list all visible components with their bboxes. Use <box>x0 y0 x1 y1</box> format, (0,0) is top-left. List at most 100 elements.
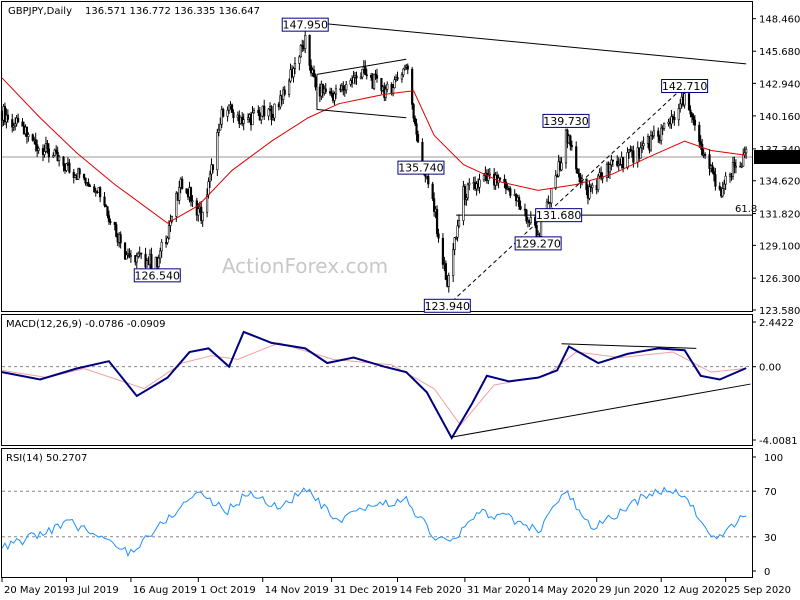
candle-body <box>273 103 276 119</box>
candle-body <box>217 129 220 133</box>
candle-body <box>403 66 406 70</box>
price-pane-frame <box>1 1 753 312</box>
candle-body <box>372 73 376 89</box>
candle-body <box>267 108 270 117</box>
candle-body <box>78 168 81 175</box>
rsi-axis-label: 30 <box>764 533 777 544</box>
candle-body <box>43 151 46 155</box>
macd-trendline-0 <box>451 383 751 438</box>
candle-body <box>616 160 619 166</box>
candle-body <box>283 89 286 95</box>
candle-body <box>731 162 735 177</box>
candle-body <box>232 112 235 119</box>
candle-body <box>21 121 24 127</box>
x-axis-label: 3 Jul 2019 <box>68 585 118 596</box>
candle-body <box>36 144 39 151</box>
candle-body <box>433 198 436 212</box>
candle-body <box>621 156 625 169</box>
candle-body <box>342 85 345 91</box>
rsi-axis-label: 0 <box>764 567 770 578</box>
candle-body <box>564 129 568 164</box>
x-axis-label: 25 Sep 2020 <box>728 585 791 596</box>
candle-body <box>62 156 65 166</box>
price-trendline-1 <box>446 85 685 307</box>
candle-body <box>626 152 629 169</box>
rsi-pane-title: RSI(14) 50.2707 <box>6 453 87 464</box>
price-annotation-label: 142.710 <box>662 80 708 93</box>
candle-body <box>712 171 716 175</box>
candle-body <box>711 165 714 172</box>
x-axis-label: 31 Dec 2019 <box>334 585 398 596</box>
candle-body <box>37 148 40 151</box>
candle-body <box>742 154 745 167</box>
candle-body <box>201 211 204 221</box>
candle-body <box>721 188 724 197</box>
candle-body <box>178 187 181 201</box>
candle-body <box>406 65 409 70</box>
candle-body <box>576 168 579 174</box>
candle-body <box>260 115 263 121</box>
candle-body <box>504 181 508 190</box>
macd-plot <box>1 330 752 441</box>
candle-body <box>359 76 362 79</box>
candle-body <box>47 148 50 158</box>
candle-body <box>31 134 34 141</box>
x-axis-label: 12 Aug 2020 <box>663 585 727 596</box>
candle-body <box>466 184 469 199</box>
candle-body <box>181 178 184 189</box>
price-annotation: 126.540 <box>133 268 181 283</box>
candle-body <box>11 119 14 128</box>
candle-body <box>649 135 653 151</box>
candle-body <box>457 220 461 227</box>
candle-body <box>251 112 254 126</box>
candle-body <box>412 104 415 119</box>
candle-body <box>17 117 20 123</box>
candle-body <box>361 68 364 78</box>
candle-body <box>601 177 604 179</box>
candle-body <box>106 206 109 216</box>
price-plot: 61.8 147.950 126.540 135.740 123.940 139.730 1… <box>0 17 757 313</box>
candle-body <box>93 186 96 193</box>
candle-body <box>160 242 163 252</box>
candle-body <box>34 139 37 146</box>
candle-body <box>68 162 71 173</box>
candle-body <box>447 275 450 287</box>
candle-body <box>207 181 210 196</box>
candle-body <box>113 222 116 225</box>
price-trendline-0 <box>305 21 747 65</box>
price-annotation-label: 147.950 <box>282 19 328 32</box>
candle-body <box>211 164 215 170</box>
candle-body <box>84 177 87 184</box>
candle-body <box>279 95 282 108</box>
candle-body <box>321 83 324 94</box>
candle-body <box>352 77 355 84</box>
candle-body <box>652 130 655 137</box>
price-axis-label: 148.460 <box>759 15 800 26</box>
candle-body <box>699 141 702 145</box>
candle-body <box>308 34 311 66</box>
price-annotation-label: 135.740 <box>398 162 444 175</box>
candle-body <box>488 173 491 176</box>
candle-body <box>365 74 368 77</box>
macd-pane-title: MACD(12,26,9) -0.0786 -0.0909 <box>6 319 166 330</box>
candle-body <box>693 119 696 126</box>
candle-body <box>333 93 336 101</box>
candle-body <box>12 125 15 128</box>
macd-pane-frame <box>1 314 753 446</box>
price-annotation-label: 131.680 <box>536 209 582 222</box>
last-price-tag: 136.647 <box>758 153 799 164</box>
price-axis-label: 145.680 <box>759 47 800 58</box>
candle-body <box>673 117 676 121</box>
candle-body <box>314 76 317 88</box>
candle-body <box>58 156 61 161</box>
price-annotation-label: 129.270 <box>515 237 561 250</box>
candle-body <box>560 162 563 171</box>
price-annotation: 135.740 <box>397 160 445 175</box>
candle-body <box>632 150 635 163</box>
candle-body <box>263 105 266 117</box>
candle-body <box>345 84 348 91</box>
moving-average-line <box>1 77 747 224</box>
candle-body <box>393 79 396 89</box>
candle-body <box>608 164 612 173</box>
candle-body <box>468 182 471 186</box>
